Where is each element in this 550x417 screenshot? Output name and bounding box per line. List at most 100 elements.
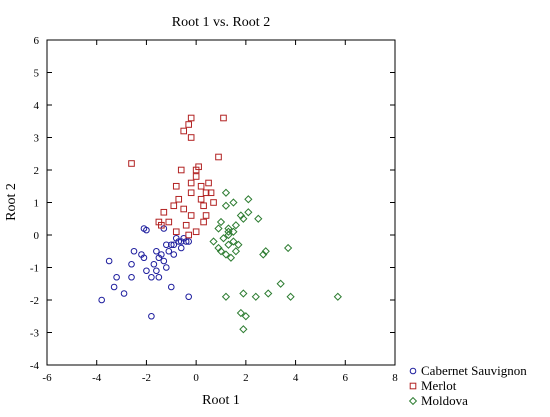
series-merlot	[128, 114, 227, 239]
x-tick-label: -6	[42, 372, 52, 384]
legend-label: Merlot	[421, 378, 457, 393]
y-tick-label: -2	[30, 295, 39, 307]
chart-title: Root 1 vs. Root 2	[172, 15, 270, 30]
data-point	[140, 254, 148, 262]
data-point	[155, 273, 163, 281]
y-axis-label: Root 2	[4, 183, 19, 221]
data-point	[234, 240, 243, 249]
data-point	[239, 289, 248, 298]
series-cabernet-sauvignon	[98, 225, 192, 320]
data-point	[167, 283, 175, 291]
x-tick-label: 0	[193, 372, 199, 384]
data-point	[221, 188, 231, 197]
data-point	[244, 195, 253, 204]
y-tick-label: -1	[30, 263, 39, 275]
data-point	[130, 247, 138, 255]
data-point	[207, 189, 215, 197]
data-point	[264, 289, 273, 298]
data-point	[239, 325, 248, 334]
data-point	[216, 217, 226, 227]
data-point	[185, 121, 192, 128]
data-point	[197, 195, 205, 203]
data-point	[143, 226, 150, 234]
data-point	[160, 208, 168, 216]
data-point	[221, 201, 231, 210]
data-point	[185, 293, 192, 301]
data-point	[167, 241, 175, 249]
data-point	[187, 189, 195, 197]
data-point	[128, 160, 135, 167]
y-tick-label: -4	[30, 360, 40, 372]
legend-marker	[408, 396, 418, 406]
data-point	[219, 234, 228, 243]
data-point	[158, 221, 165, 229]
legend-marker	[409, 382, 417, 390]
y-tick-label: 1	[34, 198, 40, 210]
data-point	[241, 312, 250, 321]
data-point	[226, 253, 236, 262]
data-point	[220, 114, 227, 122]
x-tick-label: 2	[243, 372, 249, 384]
data-point	[202, 212, 210, 219]
x-axis-label: Root 1	[202, 393, 240, 408]
y-tick-label: 4	[34, 100, 40, 112]
data-point	[197, 182, 205, 190]
data-point	[261, 247, 270, 256]
data-point	[98, 296, 105, 304]
data-point	[150, 260, 158, 268]
data-point	[192, 228, 200, 236]
data-point	[254, 214, 263, 223]
y-tick-label: 5	[34, 68, 40, 80]
data-point	[333, 292, 342, 301]
data-point	[180, 127, 188, 135]
data-point	[187, 179, 195, 187]
data-point	[221, 292, 231, 301]
data-point	[216, 247, 226, 256]
data-point	[180, 205, 188, 213]
data-point	[148, 273, 155, 281]
data-point	[120, 290, 128, 297]
data-point	[195, 163, 202, 171]
data-point	[175, 238, 183, 245]
data-point	[229, 227, 238, 236]
data-point	[163, 264, 170, 271]
data-point	[200, 218, 207, 226]
data-point	[239, 214, 248, 223]
data-point	[231, 221, 241, 230]
data-point	[205, 179, 212, 187]
data-point	[185, 231, 192, 239]
data-point	[259, 250, 268, 259]
data-point	[128, 273, 135, 281]
x-tick-label: 8	[392, 372, 398, 384]
data-point	[153, 267, 160, 275]
data-point	[229, 237, 238, 246]
y-tick-label: 3	[34, 133, 40, 145]
y-tick-label: -3	[30, 328, 40, 340]
data-point	[187, 114, 195, 122]
data-point	[215, 153, 222, 161]
y-tick-label: 0	[34, 230, 40, 242]
data-point	[158, 251, 165, 258]
data-point	[170, 202, 178, 210]
legend-label: Cabernet Sauvignon	[421, 363, 527, 378]
data-point	[251, 292, 260, 301]
data-point	[128, 260, 135, 268]
data-point	[200, 202, 207, 210]
data-point	[172, 228, 180, 236]
data-point	[153, 247, 160, 255]
data-point	[224, 230, 233, 240]
x-tick-label: 6	[343, 372, 349, 384]
data-point	[110, 283, 118, 291]
x-tick-label: -2	[142, 372, 151, 384]
data-point	[231, 247, 241, 256]
data-point	[165, 247, 173, 255]
data-point	[236, 308, 245, 318]
data-point	[224, 240, 233, 249]
data-point	[113, 273, 120, 281]
data-point	[236, 211, 245, 220]
data-point	[214, 243, 223, 253]
y-tick-label: 2	[34, 165, 40, 177]
